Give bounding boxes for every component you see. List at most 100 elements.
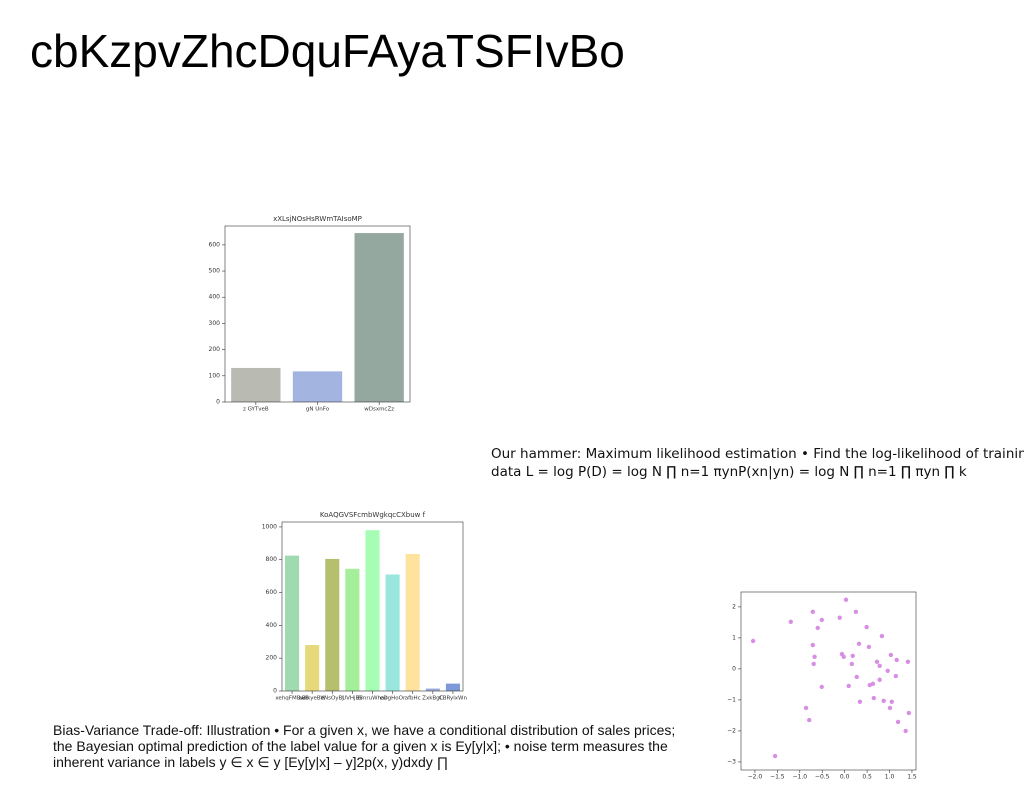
y-tick-label: 2 <box>732 603 736 610</box>
x-tick-label: wDsxmcZz <box>364 407 394 413</box>
point <box>870 681 876 686</box>
point <box>893 673 899 679</box>
point <box>877 677 882 682</box>
plot-frame <box>281 521 464 692</box>
point <box>811 661 816 667</box>
chart-title: xXLsjNOsHsRWmTAIsoMP <box>273 215 362 223</box>
point <box>772 753 778 759</box>
point <box>849 661 855 667</box>
x-tick-label: 0.5 <box>862 774 872 781</box>
y-tick-label: 400 <box>209 294 221 301</box>
y-tick-label: 1 <box>732 634 736 641</box>
point <box>888 652 894 658</box>
x-tick-label: gN UnFo <box>306 407 330 413</box>
x-tick-label: UVHjBS <box>342 696 363 702</box>
x-tick-label: xehqFMBwB <box>275 696 309 702</box>
point <box>885 668 890 673</box>
x-tick-label: −2.0 <box>748 774 763 781</box>
x-tick-label: afbHc <box>405 696 421 702</box>
point <box>819 617 824 623</box>
point <box>866 644 872 650</box>
x-tick-label: eDgHoOr <box>380 696 406 702</box>
plot-frame <box>740 591 917 771</box>
slide-title: cbKzpvZhcDquFAyaTSFIvBo <box>30 25 625 77</box>
point <box>853 609 859 615</box>
y-tick-label: 0 <box>732 665 736 672</box>
x-tick-label: 1.5 <box>907 774 917 781</box>
bar <box>325 558 340 691</box>
x-tick-label: −0.5 <box>815 774 830 781</box>
plot-frame <box>224 225 411 403</box>
y-tick-label: 500 <box>209 268 221 275</box>
point <box>788 619 794 624</box>
point <box>906 710 912 716</box>
point <box>810 642 815 648</box>
y-tick-label: 600 <box>266 589 278 596</box>
y-tick-label: −1 <box>727 696 736 703</box>
point <box>857 699 863 704</box>
point <box>874 659 880 664</box>
y-tick-label: −2 <box>727 727 736 734</box>
paragraph: Bias-Variance Trade-off: Illustration • … <box>53 722 676 770</box>
point <box>843 597 849 602</box>
point <box>750 638 756 644</box>
point <box>887 705 893 711</box>
y-tick-label: 400 <box>266 622 278 629</box>
y-tick-label: 100 <box>209 372 221 379</box>
point <box>894 657 899 663</box>
x-tick-label: aBIkyeBW <box>298 696 326 702</box>
bar <box>285 555 300 691</box>
bar <box>231 367 281 402</box>
bar <box>425 688 440 691</box>
x-tick-label: BmruWhao <box>357 696 388 702</box>
point <box>871 695 877 701</box>
x-tick-label: −1.5 <box>770 774 785 781</box>
paragraph: Our hammer: Maximum likelihood estimatio… <box>491 446 1024 480</box>
y-tick-label: 600 <box>209 241 221 248</box>
x-tick-label: 0.0 <box>840 774 850 781</box>
y-tick-label: 800 <box>266 556 278 563</box>
x-tick-label: ZxkBgC <box>422 696 443 702</box>
point <box>846 683 851 689</box>
point <box>841 654 846 660</box>
bar <box>445 683 460 691</box>
bar <box>385 574 400 691</box>
point <box>810 609 815 615</box>
point <box>889 699 894 704</box>
x-tick-label: eNsOyBJ <box>321 696 345 702</box>
point <box>803 705 809 711</box>
point <box>819 684 824 690</box>
x-tick-label: −1.0 <box>792 774 807 781</box>
point <box>879 633 885 639</box>
y-tick-label: 200 <box>266 655 278 662</box>
point <box>807 717 812 723</box>
y-tick-label: 0 <box>216 399 220 406</box>
y-tick-label: 1000 <box>262 523 277 530</box>
bar <box>405 553 420 691</box>
point <box>895 719 901 725</box>
point <box>881 698 886 704</box>
x-tick-label: z GYTveB <box>243 407 269 413</box>
point <box>837 615 842 620</box>
y-tick-label: −3 <box>727 758 736 765</box>
point <box>864 624 869 630</box>
point <box>815 625 820 631</box>
point <box>905 659 911 664</box>
x-tick-label: 1.0 <box>885 774 895 781</box>
point <box>856 641 862 646</box>
chart-title: KoAQGVSFcmbWgkqcCXbuw f <box>320 511 426 519</box>
bar <box>345 568 360 691</box>
bar <box>354 233 404 402</box>
y-tick-label: 300 <box>209 320 221 327</box>
bar <box>365 530 380 691</box>
y-tick-label: 200 <box>209 346 221 353</box>
bar <box>305 645 320 691</box>
point <box>903 728 908 734</box>
point <box>854 674 859 680</box>
point <box>812 654 817 660</box>
x-tick-label: CBRylxWn <box>439 696 468 702</box>
y-tick-label: 0 <box>273 688 277 695</box>
bar <box>292 371 343 402</box>
